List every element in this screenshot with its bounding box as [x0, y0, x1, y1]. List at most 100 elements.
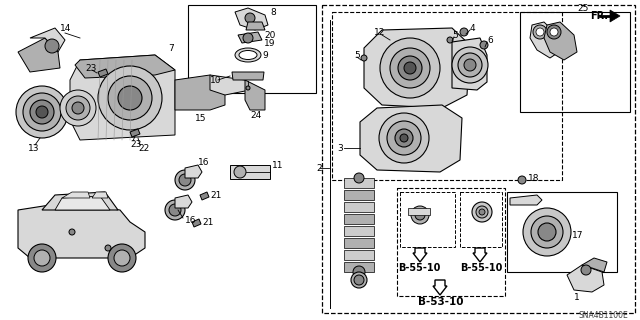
Polygon shape — [582, 258, 607, 272]
Text: 19: 19 — [264, 38, 275, 47]
Circle shape — [30, 100, 54, 124]
Text: 2: 2 — [316, 164, 322, 172]
Bar — [344, 238, 374, 248]
Polygon shape — [18, 38, 60, 72]
Bar — [344, 262, 374, 272]
Text: 24: 24 — [250, 110, 261, 119]
Bar — [344, 178, 374, 188]
Text: 5: 5 — [354, 51, 360, 60]
Bar — [507, 192, 617, 272]
Circle shape — [550, 28, 558, 36]
Circle shape — [36, 106, 48, 118]
Circle shape — [353, 266, 365, 278]
Circle shape — [60, 90, 96, 126]
Circle shape — [118, 86, 142, 110]
Text: 25: 25 — [577, 4, 588, 12]
Circle shape — [175, 170, 195, 190]
Polygon shape — [130, 129, 140, 137]
Polygon shape — [55, 196, 110, 210]
Polygon shape — [408, 208, 430, 215]
Text: 23: 23 — [85, 63, 97, 73]
Polygon shape — [98, 69, 108, 77]
Circle shape — [23, 93, 61, 131]
Circle shape — [361, 55, 367, 61]
Circle shape — [72, 102, 84, 114]
Circle shape — [390, 48, 430, 88]
Polygon shape — [210, 75, 250, 95]
Circle shape — [447, 37, 453, 43]
Circle shape — [34, 250, 50, 266]
Bar — [397, 188, 505, 296]
Polygon shape — [510, 195, 542, 205]
Circle shape — [245, 13, 255, 23]
Polygon shape — [200, 192, 209, 200]
Circle shape — [536, 28, 544, 36]
Polygon shape — [70, 55, 175, 140]
Circle shape — [523, 208, 571, 256]
Text: SNA4B1100E: SNA4B1100E — [579, 311, 628, 320]
Bar — [344, 202, 374, 212]
Circle shape — [379, 113, 429, 163]
Circle shape — [354, 173, 364, 183]
Polygon shape — [245, 80, 265, 110]
Bar — [230, 165, 270, 179]
Circle shape — [108, 76, 152, 120]
Polygon shape — [246, 22, 265, 30]
Circle shape — [28, 244, 56, 272]
Circle shape — [395, 129, 413, 147]
Circle shape — [415, 210, 425, 220]
Circle shape — [45, 39, 59, 53]
Polygon shape — [42, 192, 118, 210]
Polygon shape — [360, 105, 462, 172]
Circle shape — [380, 38, 440, 98]
Circle shape — [581, 265, 591, 275]
Circle shape — [16, 86, 68, 138]
Bar — [188, 5, 316, 93]
Circle shape — [464, 59, 476, 71]
Ellipse shape — [235, 48, 261, 62]
Polygon shape — [235, 8, 268, 30]
Circle shape — [479, 209, 485, 215]
Circle shape — [169, 204, 181, 216]
Polygon shape — [92, 192, 108, 198]
Circle shape — [66, 96, 90, 120]
Bar — [460, 192, 502, 247]
Polygon shape — [433, 280, 447, 295]
Text: 4: 4 — [470, 23, 476, 33]
Text: 22: 22 — [138, 143, 149, 153]
Bar — [332, 12, 562, 180]
Circle shape — [531, 216, 563, 248]
Polygon shape — [18, 205, 145, 258]
Circle shape — [243, 33, 253, 43]
Circle shape — [538, 223, 556, 241]
Circle shape — [460, 28, 468, 36]
Circle shape — [351, 272, 367, 288]
Polygon shape — [75, 55, 175, 78]
Circle shape — [179, 174, 191, 186]
Ellipse shape — [239, 51, 257, 60]
Text: FR.: FR. — [590, 11, 608, 21]
Polygon shape — [530, 22, 562, 58]
Circle shape — [480, 41, 488, 49]
Text: 3: 3 — [337, 143, 343, 153]
Text: 21: 21 — [210, 190, 221, 199]
Polygon shape — [452, 38, 487, 90]
Circle shape — [98, 66, 162, 130]
Circle shape — [69, 229, 75, 235]
Text: 8: 8 — [270, 7, 276, 17]
Text: 6: 6 — [487, 36, 493, 44]
Bar — [344, 214, 374, 224]
Text: 23: 23 — [130, 140, 141, 148]
Text: B-55-10: B-55-10 — [398, 263, 440, 273]
Circle shape — [398, 56, 422, 80]
Text: 1: 1 — [574, 293, 580, 302]
Text: 21: 21 — [202, 218, 213, 227]
Polygon shape — [30, 28, 65, 52]
Circle shape — [234, 166, 246, 178]
Circle shape — [547, 25, 561, 39]
Text: 12: 12 — [374, 28, 385, 36]
Circle shape — [518, 176, 526, 184]
Text: 11: 11 — [272, 161, 284, 170]
Polygon shape — [413, 248, 427, 262]
Polygon shape — [567, 265, 604, 292]
